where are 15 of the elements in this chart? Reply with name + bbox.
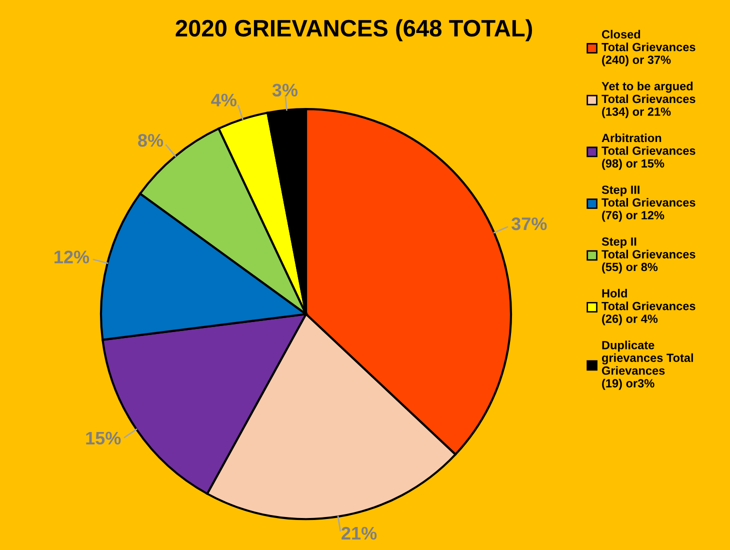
data-label: 21% (342, 526, 377, 540)
chart-title: 2020 GRIEVANCES (648 TOTAL) (176, 19, 532, 42)
data-label: 8% (138, 134, 164, 147)
data-label: 12% (54, 250, 90, 264)
legend-label: Duplicate grievances Total Grievances (19) or3% (602, 340, 693, 390)
legend-label: Step III Total Grievances (76) or 12% (602, 186, 696, 222)
legend-label: Arbitration Total Grievances (98) or 15% (602, 133, 696, 170)
data-label: 3% (272, 84, 298, 97)
data-label: 37% (511, 217, 547, 230)
data-label: 15% (86, 432, 121, 445)
legend-label: Yet to be argued Total Grievances (134) or 21% (602, 82, 696, 118)
data-label: 4% (211, 94, 236, 106)
legend-label: Step II Total Grievances (55) or 8% (602, 237, 696, 274)
legend-label: Closed Total Grievances (240) or 37% (602, 30, 696, 66)
legend-label: Hold Total Grievances (26) or 4% (602, 288, 696, 326)
